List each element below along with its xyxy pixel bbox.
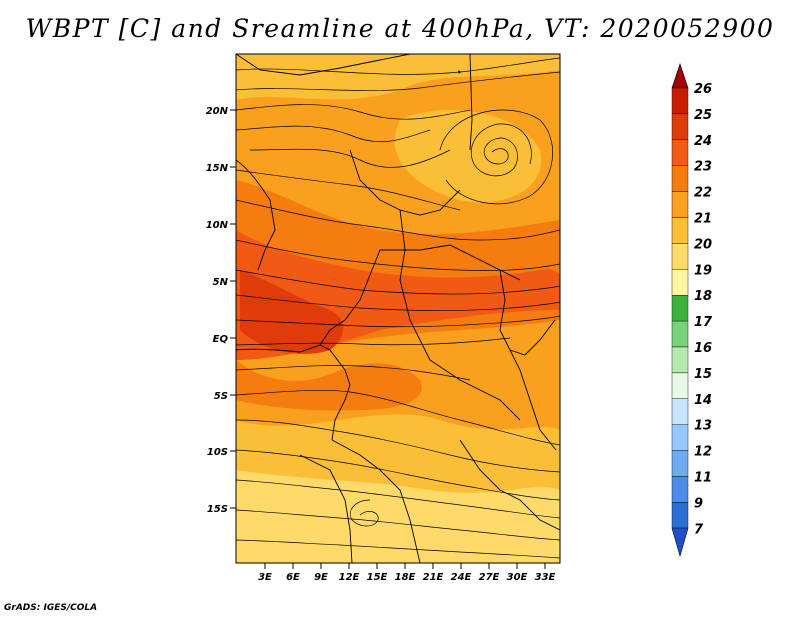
- colorbar-bin: [671, 269, 689, 296]
- lat-label-15s: 15S: [207, 504, 228, 515]
- colorbar: 26 25 24 23 22 21 20 19 18 17 16 15 14 1…: [671, 63, 713, 558]
- colorbar-label: 26: [694, 82, 712, 97]
- latitude-axis: 20N 15N 10N 5N EQ 5S 10S 15S: [206, 106, 236, 515]
- colorbar-label: 7: [694, 522, 704, 537]
- lon-label-18e: 18E: [395, 572, 416, 583]
- lat-label-20n: 20N: [206, 106, 229, 117]
- colorbar-label: 15: [694, 367, 712, 382]
- colorbar-bin: [671, 502, 689, 529]
- colorbar-bottom-triangle: [671, 527, 689, 558]
- colorbar-label: 16: [694, 341, 712, 356]
- colorbar-bin: [671, 243, 689, 270]
- lon-label-24e: 24E: [451, 572, 472, 583]
- colorbar-label: 19: [694, 263, 712, 278]
- colorbar-label: 14: [694, 393, 712, 408]
- colorbar-bin: [671, 113, 689, 141]
- country-borders: [236, 54, 560, 563]
- colorbar-bin: [671, 424, 689, 451]
- lat-label-eq: EQ: [213, 334, 229, 345]
- lat-label-5n: 5N: [213, 277, 229, 288]
- lon-label-27e: 27E: [479, 572, 500, 583]
- colorbar-label: 25: [694, 108, 712, 123]
- lon-label-33e: 33E: [535, 572, 556, 583]
- lon-label-6e: 6E: [286, 572, 300, 583]
- colorbar-bin: [671, 87, 689, 115]
- colorbar-bin: [671, 476, 689, 503]
- lon-label-21e: 21E: [423, 572, 444, 583]
- colorbar-label: 11: [694, 471, 712, 486]
- lon-label-30e: 30E: [507, 572, 528, 583]
- grads-credit: GrADS: IGES/COLA: [4, 603, 98, 613]
- colorbar-label: 17: [694, 315, 713, 330]
- chart-title: WBPT [C] and Sreamline at 400hPa, VT: 20…: [25, 14, 775, 43]
- map-frame: [235, 53, 561, 564]
- colorbar-bin: [671, 372, 689, 399]
- colorbar-bin: [671, 165, 689, 192]
- lon-label-9e: 9E: [314, 572, 328, 583]
- lat-label-10s: 10S: [207, 447, 228, 458]
- colorbar-bin: [671, 398, 689, 425]
- colorbar-label: 12: [694, 445, 712, 460]
- colorbar-bin: [671, 191, 689, 218]
- colorbar-bin: [671, 346, 689, 374]
- lat-label-10n: 10N: [206, 220, 229, 231]
- colorbar-label: 9: [694, 496, 703, 511]
- lat-label-15n: 15N: [206, 163, 229, 174]
- colorbar-bin: [671, 139, 689, 166]
- colorbar-label: 13: [694, 419, 712, 434]
- lon-label-3e: 3E: [258, 572, 272, 583]
- longitude-axis: 3E 6E 9E 12E 15E 18E 21E 24E 27E 30E 33E: [258, 563, 556, 583]
- lat-label-5s: 5S: [214, 391, 228, 402]
- colorbar-label: 22: [694, 186, 712, 201]
- colorbar-label: 21: [694, 212, 712, 227]
- colorbar-bin: [671, 450, 689, 477]
- colorbar-bin: [671, 217, 689, 244]
- streamlines: [236, 57, 560, 559]
- shaded-field: [236, 54, 560, 563]
- colorbar-top-triangle: [671, 63, 689, 89]
- colorbar-label: 18: [694, 289, 712, 304]
- lon-label-15e: 15E: [367, 572, 388, 583]
- colorbar-bin: [671, 320, 689, 348]
- colorbar-label: 20: [694, 237, 712, 252]
- colorbar-label: 23: [694, 160, 712, 175]
- colorbar-label: 24: [694, 134, 712, 149]
- lon-label-12e: 12E: [339, 572, 360, 583]
- colorbar-bin: [671, 295, 689, 322]
